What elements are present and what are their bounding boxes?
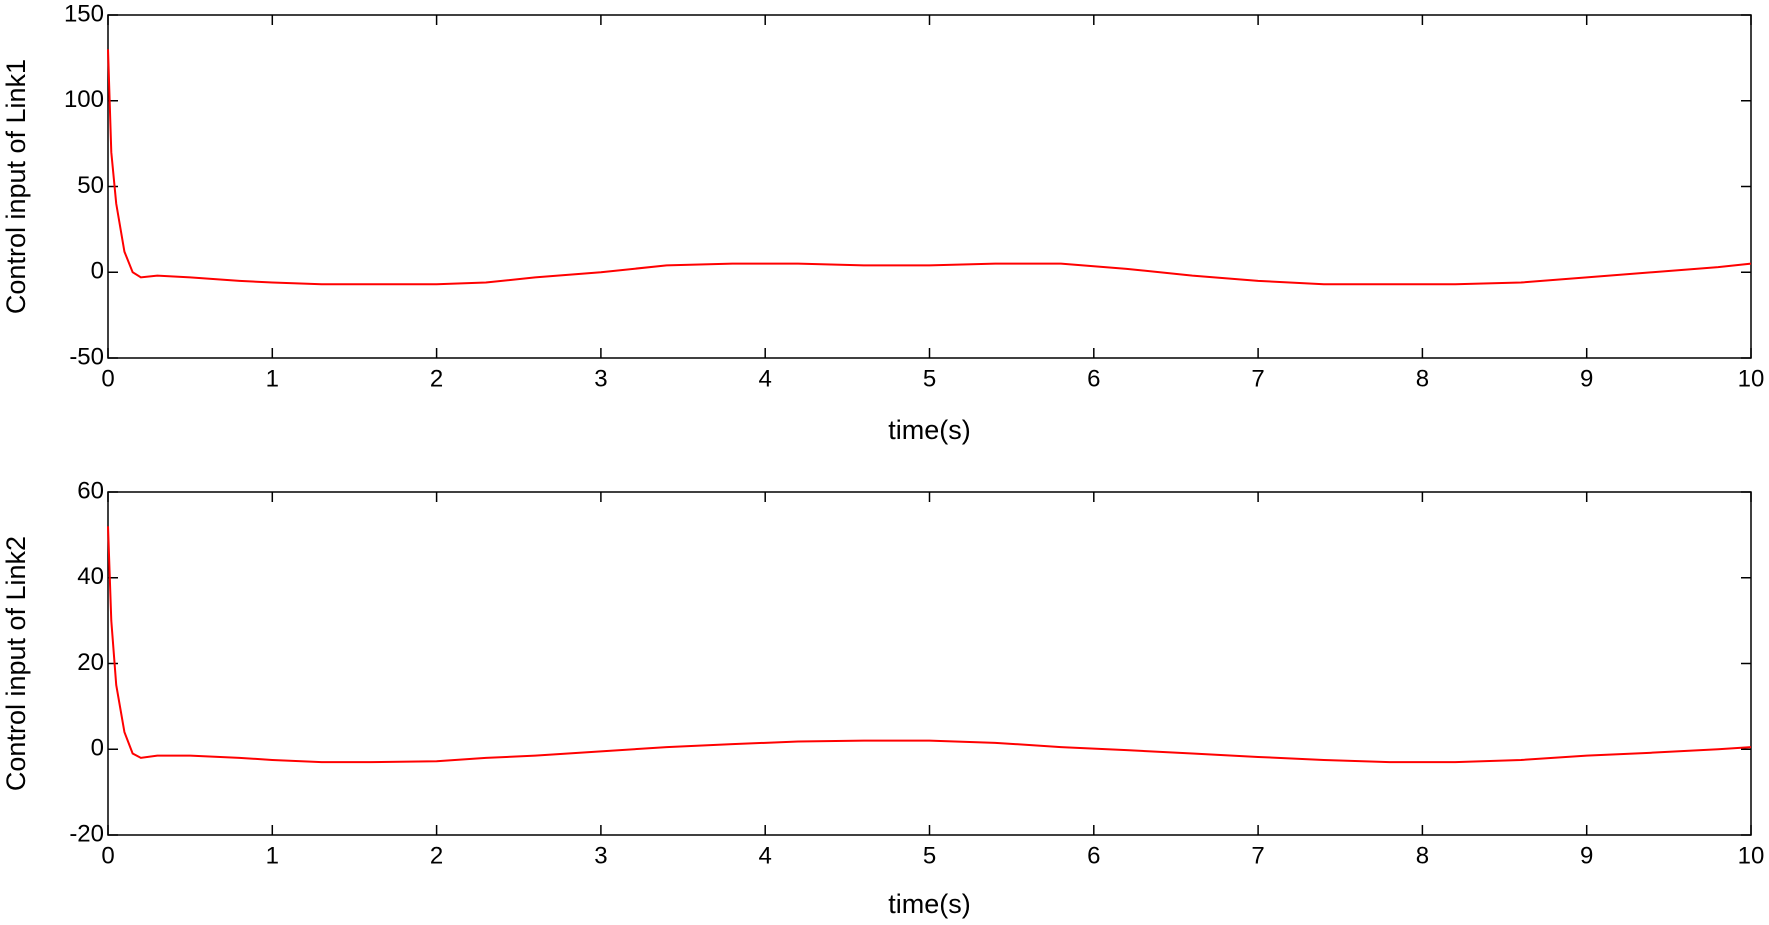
x-tick-label: 5 [923,365,936,392]
x-tick-label: 8 [1416,842,1429,869]
y-tick-label: 0 [91,258,104,285]
data-line [107,526,1752,764]
x-tick-label: 0 [101,365,114,392]
y-tick-label: 60 [77,477,104,504]
x-axis-label: time(s) [888,415,971,445]
x-tick-label: 8 [1416,365,1429,392]
x-tick-label: 3 [594,842,607,869]
y-tick-label: 100 [64,86,104,113]
data-line [107,49,1752,286]
axes-box [107,14,1752,359]
x-tick-label: 9 [1580,842,1593,869]
y-tick-label: 20 [77,649,104,676]
y-tick-label: 50 [77,172,104,199]
y-tick-label: -20 [69,820,104,847]
x-tick-label: 3 [594,365,607,392]
y-tick-label: 150 [64,0,104,27]
x-tick-label: 6 [1087,842,1100,869]
x-tick-label: 1 [266,842,279,869]
x-tick-label: 4 [759,842,772,869]
x-tick-label: 4 [759,365,772,392]
x-tick-label: 0 [101,842,114,869]
x-tick-label: 10 [1738,842,1765,869]
x-tick-label: 9 [1580,365,1593,392]
x-tick-label: 7 [1251,842,1264,869]
x-tick-label: 5 [923,842,936,869]
x-tick-label: 7 [1251,365,1264,392]
x-axis-label: time(s) [888,889,971,919]
x-tick-label: 1 [266,365,279,392]
x-tick-label: 2 [430,365,443,392]
y-axis-label: Control input of Link1 [1,59,31,314]
x-tick-label: 2 [430,842,443,869]
axes-box [107,491,1752,836]
x-tick-label: 10 [1738,365,1765,392]
y-tick-label: -50 [69,343,104,370]
y-axis-label: Control input of Link2 [1,536,31,791]
y-tick-label: 40 [77,563,104,590]
y-tick-label: 0 [91,735,104,762]
x-tick-label: 6 [1087,365,1100,392]
